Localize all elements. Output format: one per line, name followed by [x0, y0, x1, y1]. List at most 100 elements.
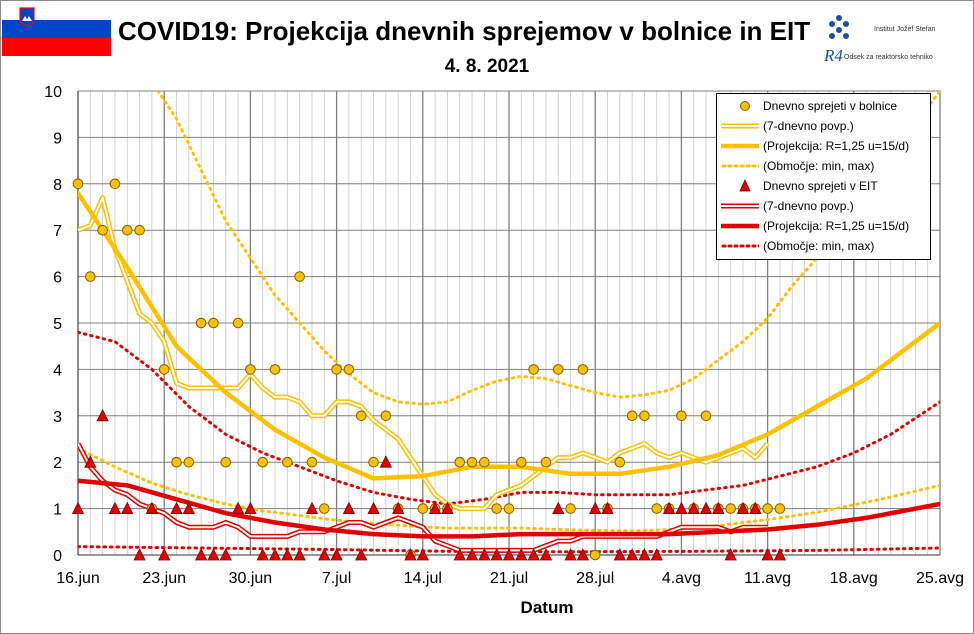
y-tick-label: 7	[53, 223, 62, 240]
y-tick-label: 4	[53, 362, 62, 379]
icu-point	[182, 501, 195, 514]
legend-item-icu-daily: Dnevno sprejeti v EIT	[717, 176, 930, 196]
hospital-point	[552, 364, 564, 375]
hospital-point	[577, 364, 589, 375]
hospital-point	[725, 503, 736, 514]
hospital-point	[109, 178, 121, 190]
icu-point	[552, 501, 565, 514]
x-tick-label: 28.jul	[576, 570, 614, 587]
icu-point	[428, 501, 442, 514]
icu-point	[687, 501, 700, 514]
hospital-point	[331, 364, 342, 375]
legend-item-icu-projection: (Projekcija: R=1,25 u=15/d)	[717, 216, 930, 236]
icu-point	[133, 548, 146, 561]
icu-point	[121, 501, 134, 514]
icu-point	[256, 548, 269, 561]
ijs-logo: Institut Jožef Stefan R4 Odsek za reakto…	[822, 14, 972, 72]
icu-point	[724, 548, 737, 561]
series-average-line-inner	[78, 443, 768, 552]
icu-point	[342, 501, 356, 514]
slovenia-flag-icon	[2, 2, 111, 56]
icu-point	[478, 548, 491, 561]
hospital-point	[208, 317, 219, 329]
icu-point	[625, 548, 639, 561]
department-name: Odsek za reaktorsko tehniko	[844, 54, 933, 61]
hospital-point	[183, 456, 195, 468]
series-range-line	[78, 446, 940, 533]
hospital-point	[774, 503, 786, 514]
x-tick-label: 30.jun	[229, 570, 273, 587]
hospital-point	[626, 410, 638, 422]
icu-point	[293, 548, 306, 561]
y-tick-label: 3	[53, 409, 62, 426]
hospital-point	[269, 364, 281, 375]
ijs-dots-icon	[829, 15, 849, 39]
x-tick-label: 18.avg	[830, 570, 878, 587]
icu-point	[502, 548, 516, 561]
hospital-point	[700, 410, 712, 422]
hospital-point	[503, 503, 515, 514]
icu-point	[465, 548, 479, 561]
legend-label: (Območje: min, max)	[763, 239, 875, 253]
x-tick-label: 11.avg	[744, 570, 791, 587]
icu-point	[576, 548, 590, 561]
hospital-point	[528, 364, 539, 375]
legend-item-hospital-range: (Območje: min, max)	[717, 156, 930, 176]
hospital-point	[614, 456, 626, 468]
y-tick-label: 9	[53, 130, 62, 147]
ijs-name: Institut Jožef Stefan	[874, 26, 936, 33]
x-tick-label: 14.jul	[404, 570, 442, 587]
legend-label: (7-dnevno povp.)	[763, 199, 854, 213]
series-range-line	[156, 91, 940, 406]
hospital-point	[355, 410, 367, 422]
icu-point	[650, 548, 663, 561]
legend-double-line-icon	[721, 123, 759, 129]
hospital-point	[343, 364, 355, 375]
legend-label: (Območje: min, max)	[763, 159, 875, 173]
hospital-point	[294, 271, 305, 282]
series-projection-line	[78, 190, 940, 481]
hospital-point	[565, 503, 576, 514]
hospital-point	[97, 224, 108, 236]
icu-point	[638, 548, 651, 561]
icu-point	[367, 501, 380, 514]
hospital-point	[282, 456, 293, 468]
icu-point	[108, 501, 122, 514]
hospital-point	[380, 410, 392, 422]
icu-point	[379, 455, 393, 468]
legend-item-hospital-avg: (7-dnevno povp.)	[717, 116, 930, 136]
r4-logo: R4	[824, 46, 843, 65]
hospital-point	[368, 456, 379, 468]
series-projection-line	[78, 478, 940, 539]
chart-title: COVID19: Projekcija dnevnih sprejemov v …	[118, 16, 811, 46]
hospital-point	[651, 503, 663, 514]
legend: Dnevno sprejeti v bolnice (7-dnevno povp…	[716, 93, 931, 260]
y-tick-label: 2	[53, 455, 62, 472]
icu-point	[441, 501, 454, 514]
y-tick-label: 1	[53, 502, 62, 519]
icu-point	[355, 548, 368, 561]
hospital-point	[245, 364, 256, 375]
icu-point	[219, 548, 232, 561]
icu-point	[490, 548, 503, 561]
y-tick-label: 10	[44, 84, 62, 101]
icu-point	[539, 548, 553, 561]
icu-point	[330, 548, 343, 561]
icu-point	[699, 501, 713, 514]
series-range-line	[78, 330, 940, 506]
icu-point	[170, 501, 183, 514]
legend-marker-circle-icon	[740, 101, 750, 111]
icu-point	[207, 548, 220, 561]
icu-point	[712, 501, 725, 514]
icu-point	[564, 548, 577, 561]
x-tick-label: 21.jul	[490, 570, 528, 587]
icu-point	[515, 548, 528, 561]
icu-point	[404, 548, 417, 561]
legend-marker-triangle-icon	[739, 179, 751, 192]
icu-point	[96, 408, 109, 422]
icu-point	[145, 501, 159, 514]
icu-point	[281, 548, 294, 561]
x-tick-label: 16.jun	[56, 570, 100, 587]
legend-thick-line-icon	[721, 143, 759, 149]
icu-point	[675, 501, 688, 514]
